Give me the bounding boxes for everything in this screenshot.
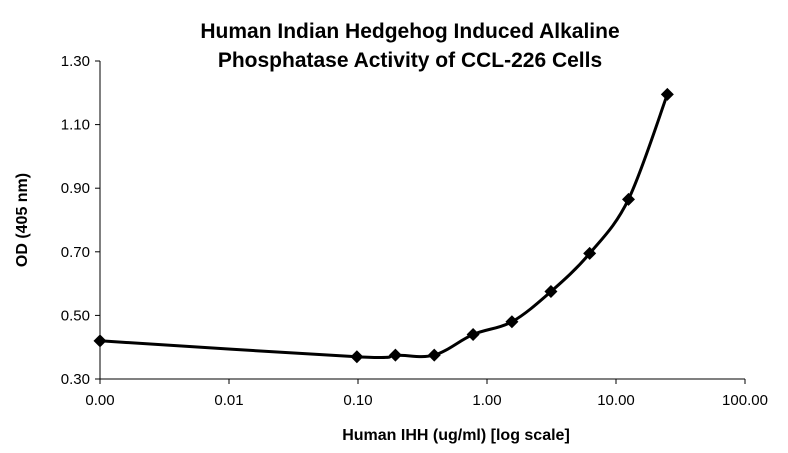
data-point-marker: [388, 348, 402, 362]
data-point-marker: [622, 192, 636, 206]
data-point-marker: [505, 315, 519, 329]
data-point-marker: [350, 350, 364, 364]
data-point-marker: [93, 334, 107, 348]
plot-area: 0.30 0.50 0.70 0.90 1.10 1.30 0.00 0.01 0.10 1.00…: [61, 53, 768, 409]
y-tick-label: 0.90: [61, 180, 90, 197]
x-tick-label: 10.00: [597, 392, 635, 409]
x-tick-label: 0.01: [214, 392, 243, 409]
y-axis-label: OD (405 nm): [14, 173, 31, 267]
data-point-marker: [427, 348, 441, 362]
y-tick-label: 1.10: [61, 117, 90, 134]
x-tick-label: 100.00: [722, 392, 768, 409]
data-point-marker: [466, 327, 480, 341]
chart-title-line-1: Human Indian Hedgehog Induced Alkaline: [200, 20, 619, 43]
y-tick-label: 1.30: [61, 53, 90, 70]
x-tick-label: 0.10: [343, 392, 372, 409]
chart-title-line-2: Phosphatase Activity of CCL-226 Cells: [218, 49, 602, 72]
y-tick-label: 0.30: [61, 371, 90, 388]
x-axis-label: Human IHH (ug/ml) [log scale]: [342, 427, 570, 444]
data-point-marker: [544, 285, 558, 299]
x-tick-label: 0.00: [85, 392, 114, 409]
y-tick-label: 0.70: [61, 244, 90, 261]
data-point-marker: [583, 246, 597, 260]
x-tick-label: 1.00: [472, 392, 501, 409]
data-point-marker: [660, 87, 674, 101]
y-tick-label: 0.50: [61, 307, 90, 324]
